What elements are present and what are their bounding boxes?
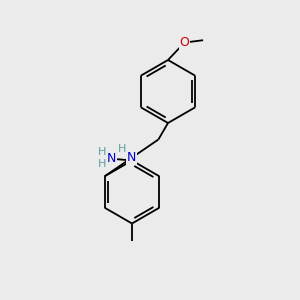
Text: N: N — [106, 152, 116, 165]
Text: H: H — [98, 159, 106, 169]
Text: N: N — [127, 152, 136, 164]
Text: O: O — [180, 36, 189, 49]
Text: H: H — [118, 145, 126, 154]
Text: H: H — [98, 147, 106, 157]
Text: O: O — [180, 36, 189, 49]
